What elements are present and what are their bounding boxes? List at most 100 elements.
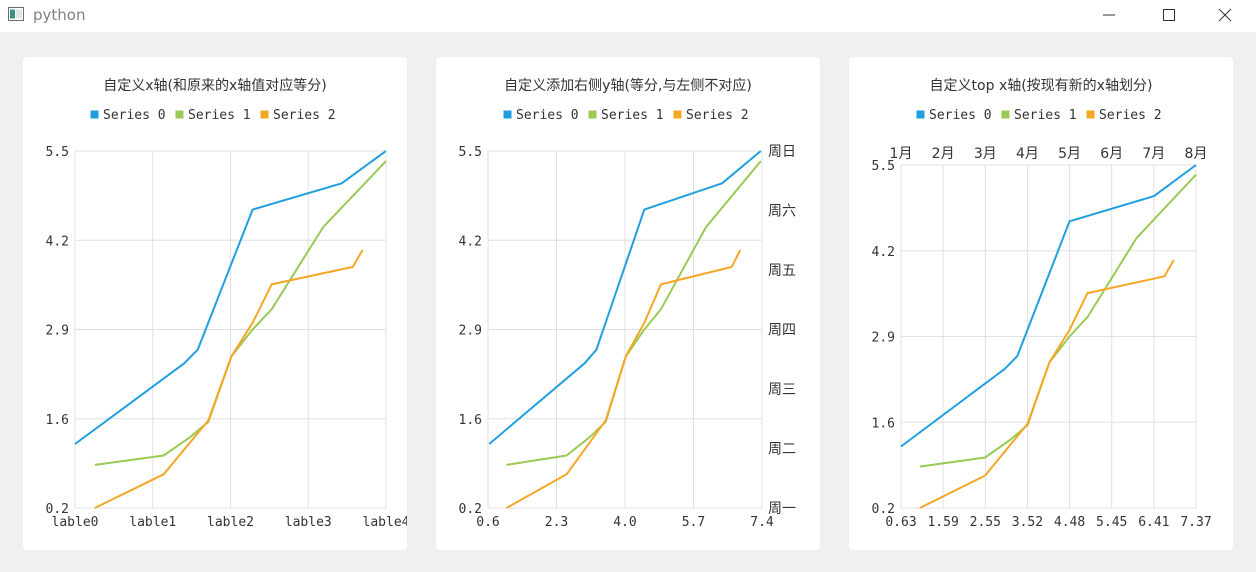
- legend-label: Series 0: [103, 108, 166, 123]
- legend-swatch: [1000, 109, 1011, 120]
- legend-label: Series 2: [273, 108, 336, 123]
- x2-tick-label: 4月: [1016, 146, 1039, 162]
- y-tick-label: 1.6: [459, 413, 482, 428]
- chart-panel-3: 自定义top x轴(按现有新的x轴划分) Series 0 Series 1 Seri…: [849, 57, 1233, 550]
- y-tick-label: 5.5: [459, 145, 482, 160]
- legend-swatch: [1085, 109, 1096, 120]
- legend-swatch: [672, 109, 683, 120]
- chart-title: 自定义x轴(和原来的x轴值对应等分): [103, 77, 327, 94]
- y-tick-label: 0.2: [46, 502, 69, 517]
- series-line-0[interactable]: [488, 150, 762, 445]
- minimize-icon: [1103, 14, 1115, 16]
- y-tick-label: 4.2: [46, 234, 69, 249]
- y-tick-label: 2.9: [872, 331, 895, 346]
- y-tick-label: 4.2: [459, 234, 482, 249]
- window-title: python: [33, 6, 86, 24]
- series-line-1[interactable]: [919, 174, 1197, 468]
- chart-panel-2: 自定义添加右侧y轴(等分,与左侧不对应) Series 0 Series 1 Seri…: [436, 57, 820, 550]
- close-button[interactable]: [1196, 0, 1256, 30]
- y2-tick-label: 周三: [768, 382, 796, 398]
- x-tick-label: 2.55: [970, 515, 1001, 530]
- x-tick-label: lable0: [52, 515, 99, 530]
- y-tick-label: 1.6: [46, 413, 69, 428]
- x2-tick-label: 5月: [1058, 146, 1081, 162]
- y2-tick-label: 周日: [768, 144, 796, 160]
- x-tick-label: 4.48: [1054, 515, 1085, 530]
- legend-swatch: [174, 109, 185, 120]
- series-line-1[interactable]: [94, 160, 387, 466]
- y2-tick-label: 周六: [768, 204, 796, 220]
- legend-item[interactable]: Series 1: [174, 108, 251, 123]
- legend-label: Series 2: [1099, 108, 1162, 123]
- line-chart-custom-x-axis: 自定义x轴(和原来的x轴值对应等分) Series 0 Series 1 Series…: [46, 77, 407, 530]
- chart-title: 自定义添加右侧y轴(等分,与左侧不对应): [504, 77, 752, 94]
- x-tick-label: 5.7: [682, 515, 705, 530]
- legend-swatch: [915, 109, 926, 120]
- y-tick-label: 5.5: [46, 145, 69, 160]
- title-bar[interactable]: python: [0, 0, 1256, 32]
- x-tick-label: lable2: [207, 515, 254, 530]
- maximize-button[interactable]: [1140, 0, 1200, 30]
- x-tick-label: 7.37: [1180, 515, 1211, 530]
- legend-swatch: [259, 109, 270, 120]
- legend-label: Series 0: [516, 108, 579, 123]
- x2-tick-label: 3月: [974, 146, 997, 162]
- maximize-icon: [1163, 9, 1175, 21]
- series-line-2[interactable]: [506, 249, 742, 509]
- y2-tick-label: 周二: [768, 442, 796, 458]
- x2-tick-label: 6月: [1100, 146, 1123, 162]
- x-tick-label: 5.45: [1096, 515, 1127, 530]
- x-tick-label: 1.59: [927, 515, 958, 530]
- x-tick-label: 0.6: [476, 515, 499, 530]
- line-chart-top-x-axis: 自定义top x轴(按现有新的x轴划分) Series 0 Series 1 Seri…: [872, 78, 1212, 530]
- y2-tick-label: 周一: [768, 501, 796, 517]
- legend-item[interactable]: Series 1: [587, 108, 664, 123]
- series-line-2[interactable]: [94, 249, 364, 509]
- y-tick-label: 5.5: [872, 159, 895, 174]
- legend-label: Series 1: [188, 108, 251, 123]
- legend-item[interactable]: Series 2: [672, 108, 749, 123]
- legend-item[interactable]: Series 0: [502, 108, 579, 123]
- x-tick-label: lable1: [129, 515, 176, 530]
- app-window-icon: [8, 7, 24, 21]
- legend-label: Series 0: [929, 108, 992, 123]
- legend-item[interactable]: Series 0: [89, 108, 166, 123]
- x-tick-label: 0.63: [885, 515, 916, 530]
- legend-item[interactable]: Series 2: [259, 108, 336, 123]
- legend-item[interactable]: Series 0: [915, 108, 992, 123]
- chart-title: 自定义top x轴(按现有新的x轴划分): [930, 78, 1153, 94]
- x-tick-label: 6.41: [1138, 515, 1169, 530]
- y2-tick-label: 周四: [768, 323, 796, 339]
- x2-tick-label: 8月: [1185, 146, 1208, 162]
- y-tick-label: 0.2: [459, 502, 482, 517]
- y-tick-label: 0.2: [872, 502, 895, 517]
- x2-tick-label: 2月: [932, 146, 955, 162]
- legend-label: Series 2: [686, 108, 749, 123]
- chart-panel-1: 自定义x轴(和原来的x轴值对应等分) Series 0 Series 1 Series…: [23, 57, 407, 550]
- x2-tick-label: 7月: [1142, 146, 1165, 162]
- minimize-button[interactable]: [1080, 0, 1140, 30]
- x-tick-label: 7.4: [750, 515, 774, 530]
- series-line-1[interactable]: [506, 160, 762, 466]
- x-tick-label: 3.52: [1012, 515, 1043, 530]
- y2-tick-label: 周五: [768, 263, 796, 279]
- x-tick-label: lable3: [285, 515, 332, 530]
- y-tick-label: 2.9: [46, 324, 69, 339]
- legend-swatch: [587, 109, 598, 120]
- legend-item[interactable]: Series 1: [1000, 108, 1077, 123]
- legend-swatch: [89, 109, 100, 120]
- series-line-0[interactable]: [900, 164, 1197, 448]
- line-chart-right-y-axis: 自定义添加右侧y轴(等分,与左侧不对应) Series 0 Series 1 Seri…: [459, 77, 796, 530]
- y-tick-label: 2.9: [459, 324, 482, 339]
- legend-swatch: [502, 109, 513, 120]
- y-tick-label: 4.2: [872, 245, 895, 260]
- legend-label: Series 1: [1014, 108, 1077, 123]
- x-tick-label: lable4: [363, 515, 407, 530]
- close-icon: [1218, 8, 1232, 22]
- series-line-2[interactable]: [919, 259, 1175, 509]
- legend-item[interactable]: Series 2: [1085, 108, 1162, 123]
- x-tick-label: 2.3: [545, 515, 568, 530]
- x2-tick-label: 1月: [890, 146, 913, 162]
- series-line-0[interactable]: [74, 150, 387, 445]
- legend-label: Series 1: [601, 108, 664, 123]
